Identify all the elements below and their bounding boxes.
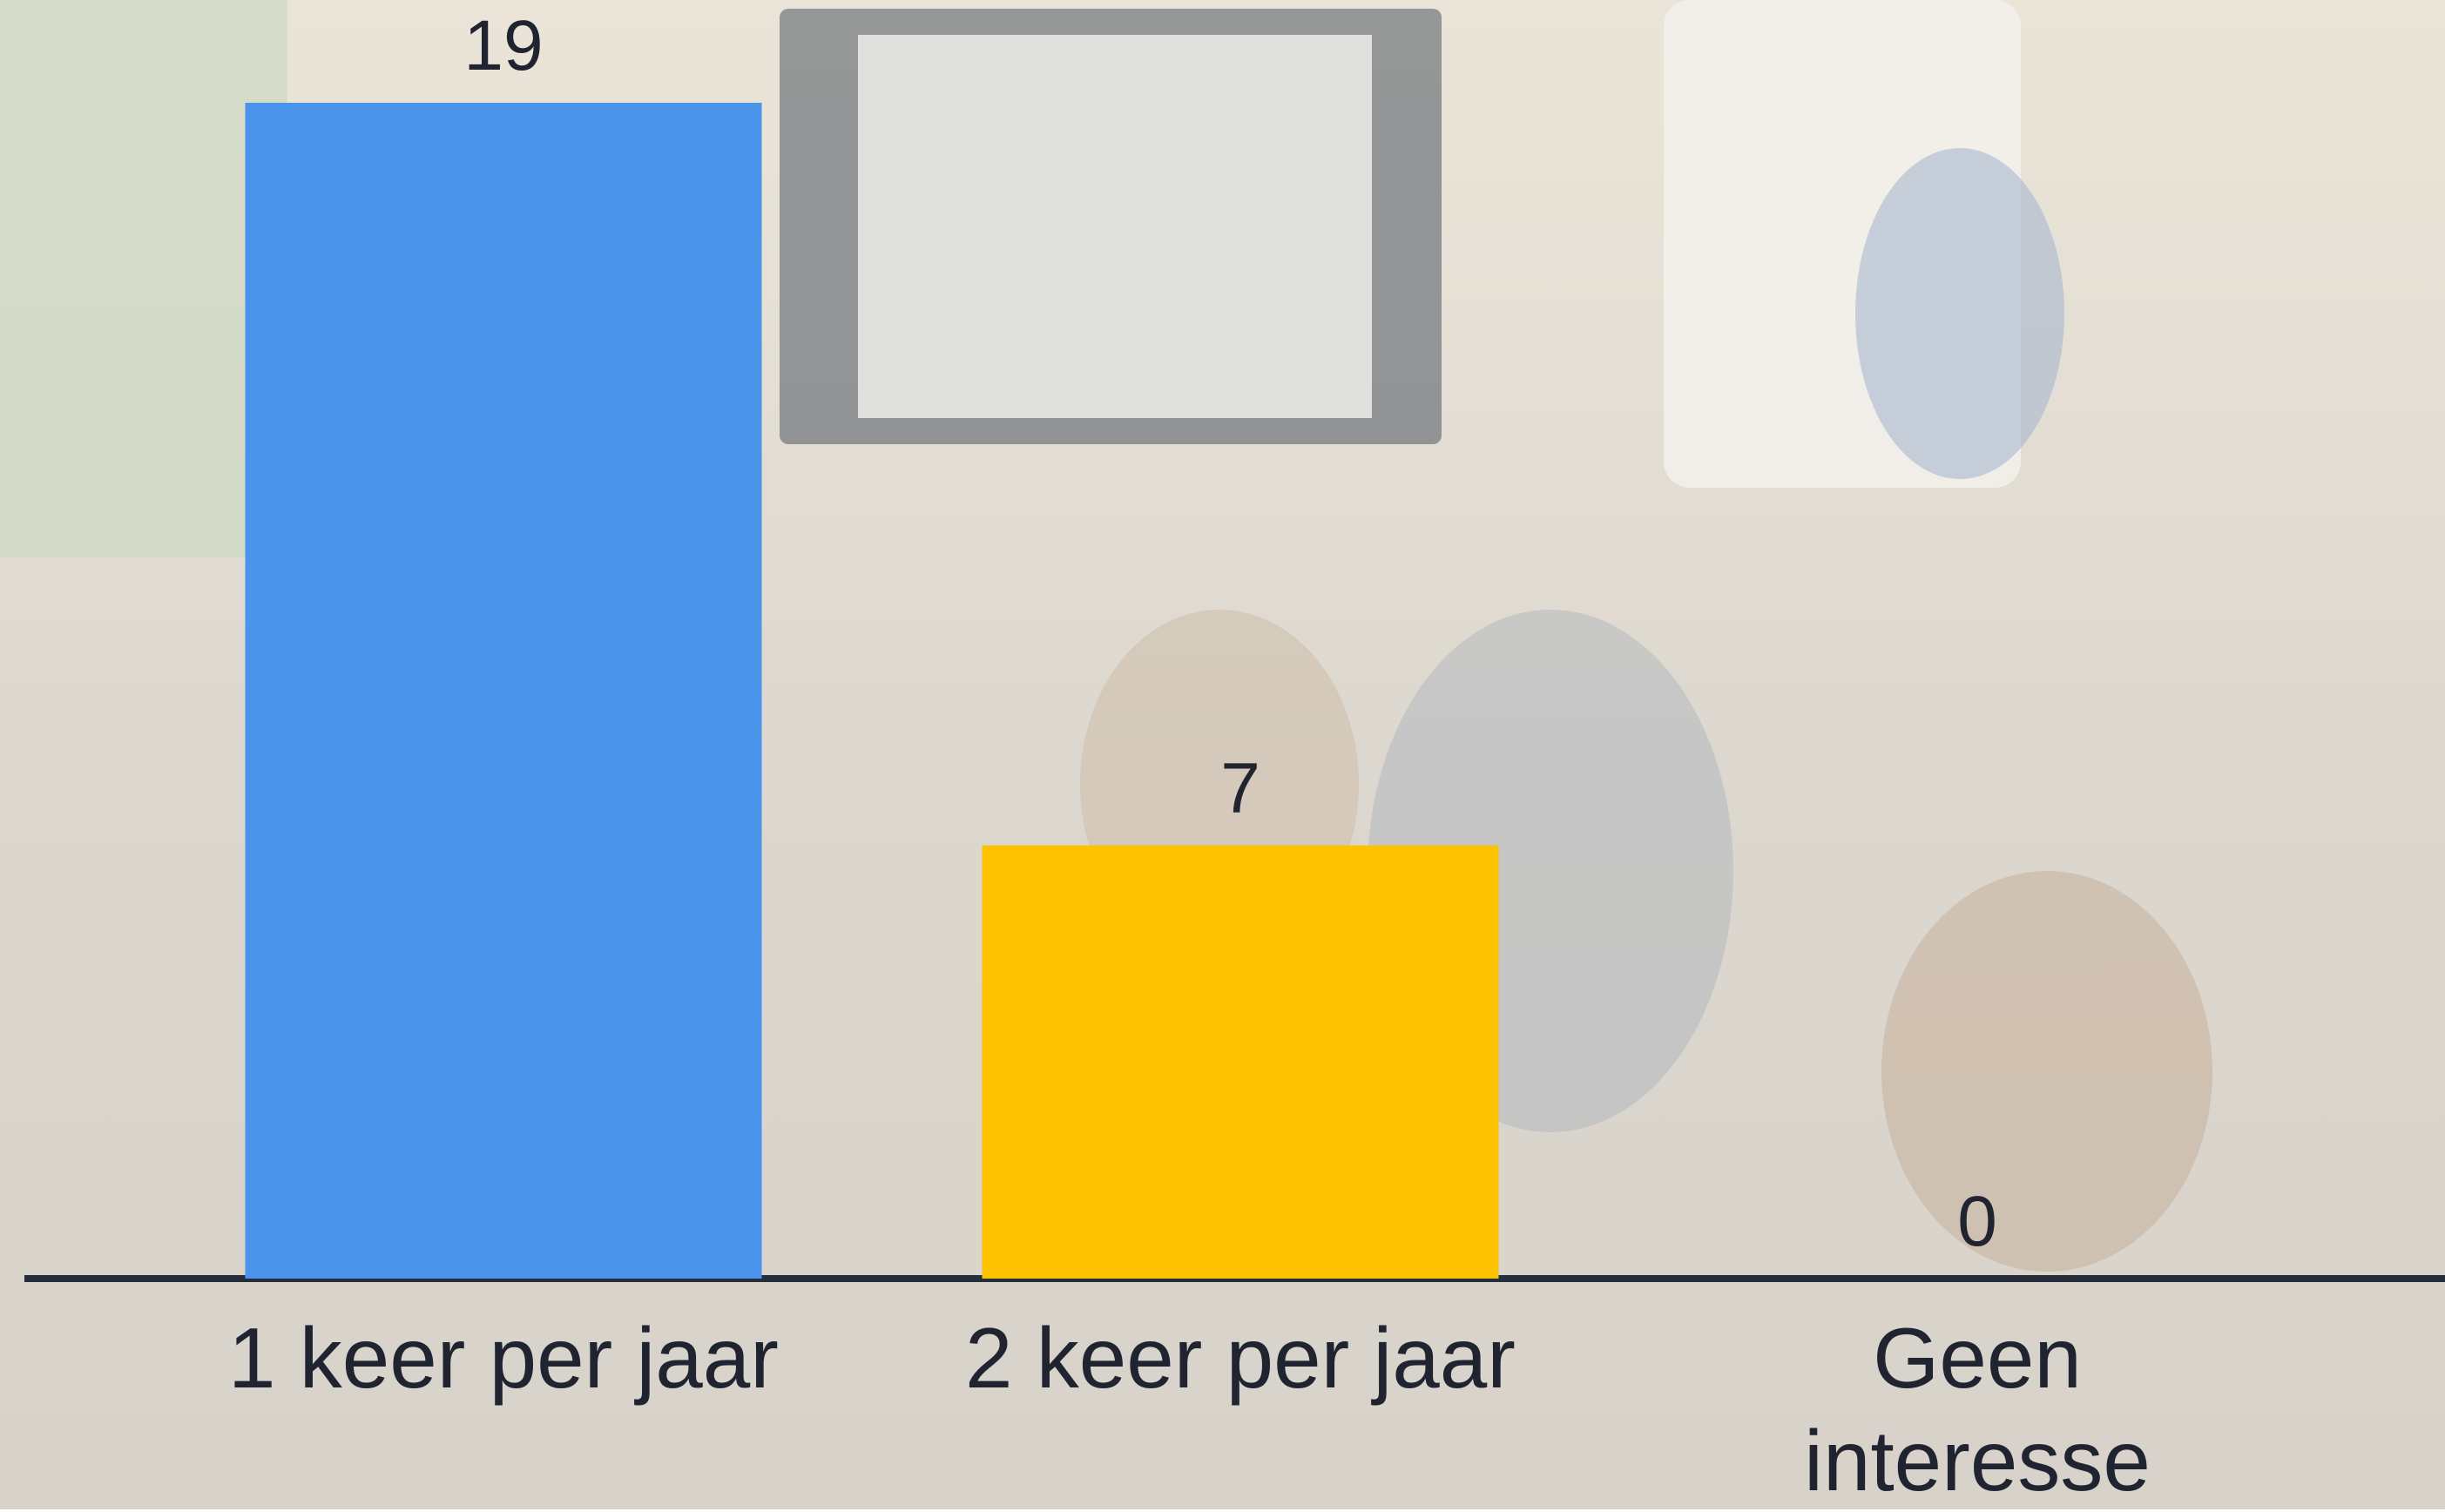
bar	[245, 103, 762, 1279]
bar	[982, 845, 1499, 1279]
category-label: 2 keer per jaar	[965, 1310, 1516, 1406]
value-label: 0	[1957, 1182, 1997, 1261]
category-label: 1 keer per jaar	[228, 1310, 779, 1406]
value-label: 19	[463, 6, 543, 85]
value-label: 7	[1220, 749, 1260, 828]
category-label: Geen interesse	[1804, 1310, 2151, 1509]
